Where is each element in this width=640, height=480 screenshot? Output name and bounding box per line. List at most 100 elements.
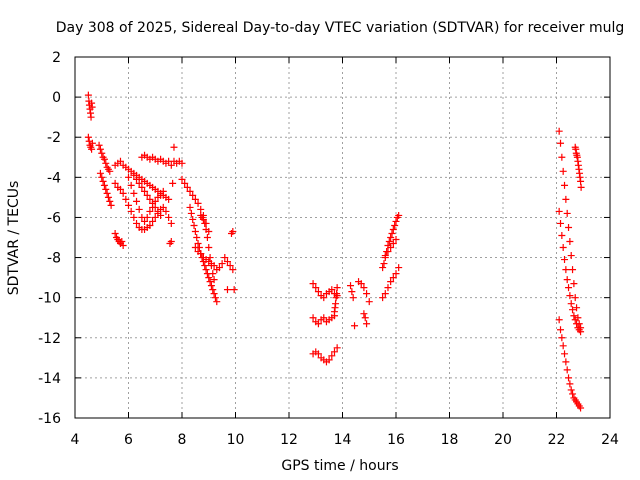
data-point (151, 197, 159, 205)
data-point (193, 234, 201, 241)
x-tick-label: 22 (548, 432, 566, 448)
data-point (194, 199, 202, 207)
data-point (229, 227, 237, 235)
data-point (206, 278, 214, 286)
data-point (360, 284, 368, 292)
series-t4 (111, 229, 127, 250)
data-point (111, 229, 119, 237)
x-tick-label: 14 (334, 432, 352, 448)
data-point (357, 280, 365, 288)
data-point (151, 213, 159, 221)
data-point (230, 286, 238, 294)
data-point (88, 139, 96, 147)
y-tick-label: -12 (38, 331, 61, 347)
data-point (577, 328, 585, 336)
series-t2 (95, 141, 114, 175)
data-point (558, 334, 566, 342)
data-point (183, 183, 191, 191)
data-point (210, 290, 218, 298)
data-point (106, 197, 114, 205)
series-t27 (571, 143, 585, 191)
data-point (205, 244, 213, 252)
x-tick-label: 8 (178, 432, 187, 448)
data-point (215, 264, 223, 272)
data-point (98, 149, 106, 157)
data-point (99, 177, 107, 185)
data-point (141, 217, 149, 225)
data-point (562, 266, 570, 274)
data-point (384, 284, 392, 292)
data-point (333, 344, 341, 352)
series-t8 (138, 151, 186, 169)
data-point (133, 219, 141, 227)
y-axis-label: SDTVAR / TECUs (6, 181, 22, 296)
series-t15 (223, 227, 238, 294)
data-point (111, 179, 119, 187)
y-tick-label: 2 (52, 50, 61, 66)
data-point (565, 284, 573, 292)
data-point (149, 217, 157, 225)
data-point (84, 91, 92, 99)
data-point (573, 304, 581, 312)
data-point (159, 203, 167, 211)
x-tick-label: 24 (601, 432, 619, 448)
data-point (146, 221, 154, 229)
series-t23 (379, 211, 403, 272)
data-point (360, 310, 368, 318)
x-tick-label: 16 (387, 432, 405, 448)
x-tick-label: 10 (227, 432, 245, 448)
data-point (328, 352, 336, 360)
data-point (395, 264, 403, 272)
data-point (106, 167, 114, 175)
data-point (577, 183, 585, 191)
series-t18 (309, 344, 341, 366)
data-point (569, 266, 577, 274)
data-point (154, 209, 162, 217)
data-point (562, 358, 570, 366)
data-point (202, 225, 210, 233)
x-tick-label: 20 (494, 432, 512, 448)
x-tick-label: 4 (71, 432, 80, 448)
data-point (143, 213, 151, 221)
data-point (209, 270, 217, 278)
series-t17 (309, 312, 338, 328)
data-point (210, 262, 218, 270)
data-point (202, 266, 210, 274)
data-point (135, 205, 143, 213)
data-point (320, 314, 328, 322)
data-point (102, 185, 110, 193)
data-point (187, 209, 195, 217)
data-point (557, 139, 565, 147)
data-point (566, 380, 574, 388)
data-point (116, 157, 124, 165)
y-tick-label: -10 (38, 291, 61, 307)
data-point (351, 322, 359, 330)
data-point (162, 207, 170, 215)
data-point (314, 350, 322, 358)
data-point (223, 286, 231, 294)
data-point (141, 187, 149, 195)
data-point (166, 240, 174, 248)
data-point (178, 175, 186, 183)
data-point (348, 288, 356, 296)
data-point (189, 215, 197, 223)
data-point (197, 250, 205, 258)
data-point (133, 197, 141, 205)
data-point (570, 312, 578, 320)
data-point (555, 207, 563, 215)
chart-title: Day 308 of 2025, Sidereal Day-to-day VTE… (56, 20, 625, 36)
data-point (100, 181, 108, 189)
data-point (391, 221, 399, 229)
data-point (169, 179, 177, 187)
data-point (314, 320, 322, 328)
data-point (125, 173, 132, 181)
data-point (122, 195, 130, 203)
data-point (347, 282, 355, 290)
series-t21 (355, 278, 373, 328)
data-point (573, 320, 581, 328)
data-point (392, 270, 400, 278)
y-tick-label: -6 (47, 210, 61, 226)
data-point (201, 219, 209, 227)
data-point (381, 254, 389, 262)
